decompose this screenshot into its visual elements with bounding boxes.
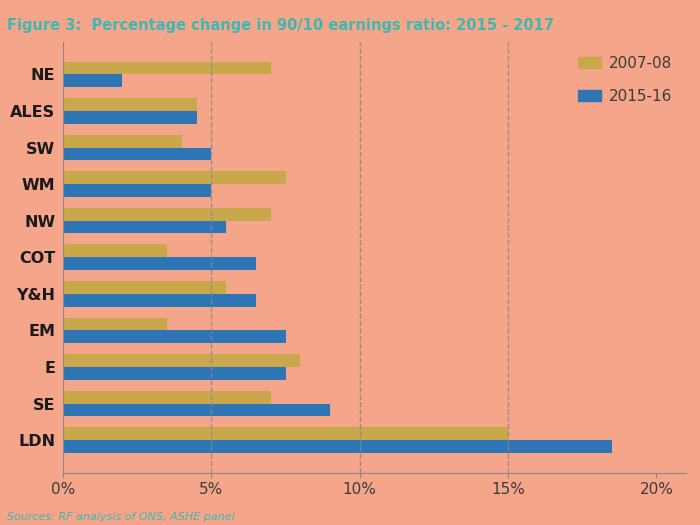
Bar: [63, 148, 211, 160]
Bar: [63, 135, 182, 148]
Bar: [63, 220, 226, 234]
Bar: [63, 427, 508, 440]
Bar: [63, 440, 612, 453]
Legend: 2007-08, 2015-16: 2007-08, 2015-16: [572, 50, 678, 110]
Bar: [63, 208, 271, 220]
Bar: [63, 367, 286, 380]
Text: Sources: RF analysis of ONS, ASHE panel: Sources: RF analysis of ONS, ASHE panel: [7, 512, 234, 522]
Bar: [63, 245, 167, 257]
Bar: [63, 391, 271, 404]
Bar: [63, 257, 256, 270]
Bar: [63, 281, 226, 294]
Bar: [63, 61, 271, 75]
Bar: [63, 404, 330, 416]
Bar: [63, 354, 300, 367]
Bar: [63, 75, 122, 87]
Text: Figure 3:  Percentage change in 90/10 earnings ratio: 2015 - 2017: Figure 3: Percentage change in 90/10 ear…: [7, 18, 554, 34]
Bar: [63, 330, 286, 343]
Bar: [63, 294, 256, 307]
Bar: [63, 171, 286, 184]
Bar: [63, 318, 167, 330]
Bar: [63, 184, 211, 197]
Bar: [63, 111, 197, 124]
Bar: [63, 98, 197, 111]
